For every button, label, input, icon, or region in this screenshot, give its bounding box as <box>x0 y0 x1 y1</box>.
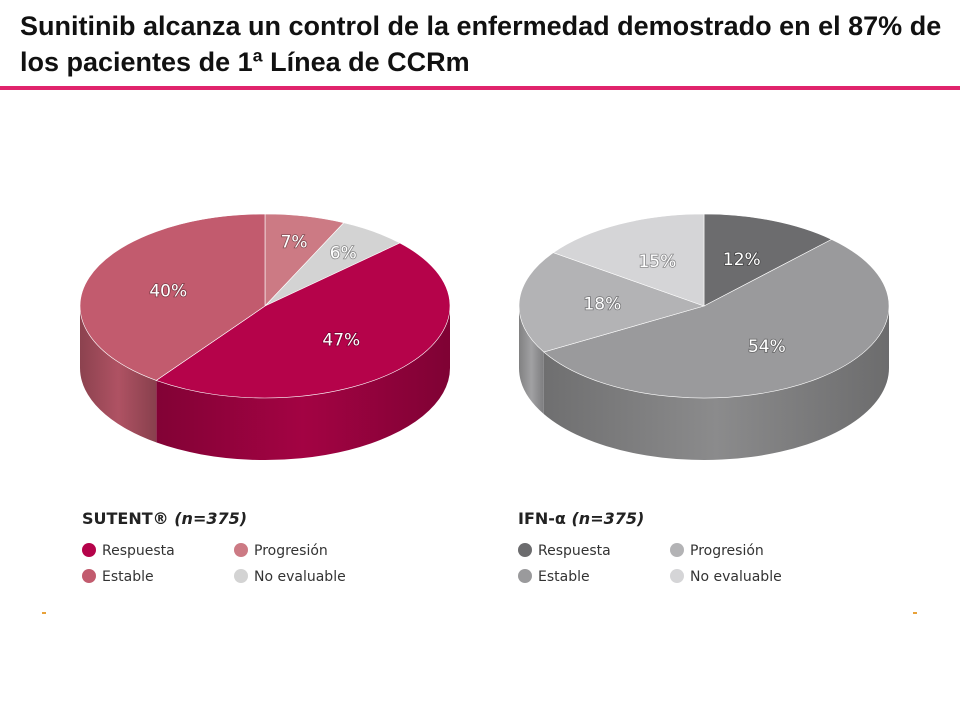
pie-wall-respuesta <box>156 306 450 460</box>
legend-swatch <box>670 569 684 583</box>
pie-slice-estable <box>543 239 890 399</box>
legend-label: Progresión <box>254 543 328 559</box>
pie-side-walls <box>80 306 450 460</box>
pie-side-walls <box>519 306 890 461</box>
pie-label-estable: 40% <box>149 281 187 301</box>
legend-label: No evaluable <box>254 569 346 585</box>
pie-label-respuesta: 47% <box>322 330 360 350</box>
legend-item-estable: Estable <box>518 569 590 585</box>
legend-item-progresion: Progresión <box>234 543 328 559</box>
legend-swatch <box>234 569 248 583</box>
legend-label: Respuesta <box>538 543 611 559</box>
pie-chart-2: 12% 54% 18% 15% IFN-α (n=375) Respuesta Progre… <box>518 213 890 585</box>
legend-label: No evaluable <box>690 569 782 585</box>
legend-swatch <box>518 569 532 583</box>
pie-slice-respuesta <box>155 242 451 399</box>
legend-n: (n=375) <box>571 509 644 528</box>
legend-swatch <box>234 543 248 557</box>
legend-swatch <box>670 543 684 557</box>
legend-item-no-evaluable: No evaluable <box>670 569 782 585</box>
pie-slice-no-evaluable <box>552 213 705 307</box>
legend-1: SUTENT® (n=375) Respuesta Progresión Establ… <box>82 509 346 585</box>
title-rule <box>0 86 960 90</box>
pie-slice-estable <box>79 213 266 381</box>
legend-2: IFN-α (n=375) Respuesta Progresión Estable N… <box>518 509 782 585</box>
slide-title: Sunitinib alcanza un control de la enfer… <box>20 11 942 77</box>
pie-label-no-evaluable: 15% <box>638 252 676 272</box>
legend-title: SUTENT® (n=375) <box>82 509 247 528</box>
legend-n: (n=375) <box>174 509 247 528</box>
legend-item-estable: Estable <box>82 569 154 585</box>
corner-mark-left <box>42 612 46 614</box>
pie-label-progresion: 18% <box>583 295 621 315</box>
legend-swatch <box>82 543 96 557</box>
pie-label-no-evaluable: 6% <box>330 243 357 263</box>
legend-label: Progresión <box>690 543 764 559</box>
pie-label-estable: 54% <box>748 337 786 357</box>
legend-item-respuesta: Respuesta <box>82 543 175 559</box>
pie-slice-respuesta <box>703 213 833 307</box>
legend-label: Respuesta <box>102 543 175 559</box>
pie-label-progresion: 7% <box>281 232 308 252</box>
pie-slice-progresion <box>518 252 705 353</box>
legend-item-respuesta: Respuesta <box>518 543 611 559</box>
pie-wall-estable <box>543 306 890 461</box>
pie-label-respuesta: 12% <box>723 250 761 270</box>
pie-wall-estable <box>80 306 157 443</box>
pie-chart-1: 7% 6% 47% 40% SUTENT® (n=375) Respuesta Progre… <box>79 213 451 585</box>
legend-item-no-evaluable: No evaluable <box>234 569 346 585</box>
legend-label: Estable <box>538 569 590 585</box>
corner-mark-right <box>913 612 917 614</box>
pie-wall-progresion <box>519 306 544 414</box>
legend-swatch <box>518 543 532 557</box>
legend-title: IFN-α (n=375) <box>518 509 644 528</box>
legend-label: Estable <box>102 569 154 585</box>
legend-swatch <box>82 569 96 583</box>
legend-item-progresion: Progresión <box>670 543 764 559</box>
